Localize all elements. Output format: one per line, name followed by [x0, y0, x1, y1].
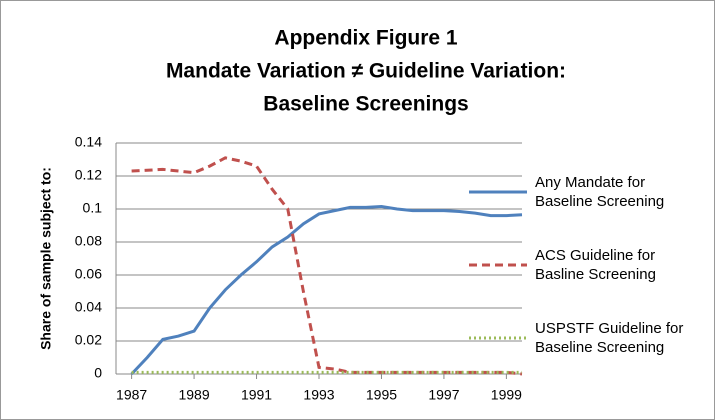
y-axis-label: Share of sample subject to: [38, 167, 54, 350]
y-tick-label: 0.1 [83, 200, 103, 216]
y-tick-label: 0.14 [75, 134, 102, 150]
legend-swatch [469, 336, 527, 340]
y-tick-label: 0.06 [75, 266, 102, 282]
legend-swatch [469, 190, 527, 194]
x-tick-label: 1995 [366, 387, 397, 403]
legend-item: ACS Guideline for Basline Screening [467, 246, 712, 284]
data-line [131, 156, 523, 376]
legend-swatch [469, 263, 527, 267]
y-tick-label: 0.02 [75, 332, 102, 348]
y-tick-label: 0.08 [75, 233, 102, 249]
x-tick-label: 1993 [303, 387, 334, 403]
chart-title: Baseline Screenings [263, 93, 468, 116]
x-tick-label: 1991 [241, 387, 272, 403]
legend-label: Any Mandate for Baseline Screening [535, 174, 665, 210]
x-tick-label: 1999 [491, 387, 522, 403]
x-tick-label: 1989 [178, 387, 209, 403]
chart-title: Appendix Figure 1 [274, 27, 458, 50]
legend-item: Any Mandate for Baseline Screening [467, 173, 712, 211]
data-line [130, 205, 523, 376]
x-tick-label: 1997 [428, 387, 459, 403]
legend-label: ACS Guideline for Basline Screening [535, 247, 656, 283]
legend-item: USPSTF Guideline for Baseline Screening [467, 319, 712, 357]
y-tick-label: 0.12 [75, 167, 102, 183]
y-tick-label: 0.04 [75, 299, 102, 315]
x-tick-label: 1987 [116, 387, 147, 403]
y-tick-label: 0 [94, 365, 102, 381]
legend-label: USPSTF Guideline for Baseline Screening [535, 320, 684, 356]
chart-title: Mandate Variation ≠ Guideline Variation: [166, 60, 566, 83]
